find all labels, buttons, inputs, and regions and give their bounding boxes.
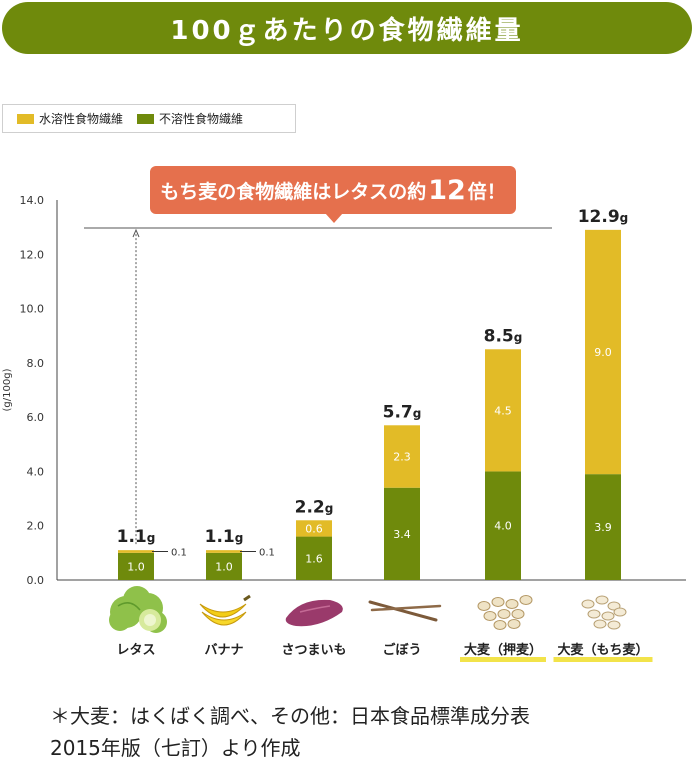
callout-text-pre: もち麦の食物繊維はレタスの約 xyxy=(160,180,427,203)
bar-total-label: 8.5g xyxy=(484,326,523,346)
y-tick-label: 12.0 xyxy=(20,248,45,261)
category-label: 大麦（もち麦） xyxy=(557,642,648,658)
bar-value-label-insoluble: 1.0 xyxy=(215,560,233,573)
bar-insoluble xyxy=(384,487,420,580)
banana-icon xyxy=(199,594,251,626)
bar-soluble xyxy=(384,425,420,488)
y-tick-label: 2.0 xyxy=(27,520,45,533)
bar-soluble xyxy=(585,229,621,475)
bar-value-label-insoluble: 4.0 xyxy=(494,520,512,533)
y-tick-label: 6.0 xyxy=(27,411,45,424)
bar-insoluble xyxy=(585,474,621,580)
bar-total-unit: g xyxy=(620,211,629,225)
legend-label-insoluble: 不溶性食物繊維 xyxy=(159,112,244,126)
category-label: バナナ xyxy=(204,643,243,658)
title-bar: 100ｇあたりの食物繊維量 xyxy=(2,2,692,54)
bar-value-label-soluble: 9.0 xyxy=(594,346,612,359)
bar-value-label-soluble: 2.3 xyxy=(393,451,411,464)
sweet-potato-icon xyxy=(285,599,343,627)
bar-total-unit: g xyxy=(147,531,156,545)
chart-svg: 0.0 2.0 4.0 6.0 8.0 10.0 12.0 14.0 (g/100g) 1.0 0.… xyxy=(2,194,686,662)
bar-total-value: 8.5 xyxy=(484,326,514,346)
category-label: ごぼう xyxy=(382,642,421,658)
bar-total-value: 1.1 xyxy=(117,527,147,547)
footnote: ＊大麦：はくばく調べ、その他：日本食品標準成分表 2015年版（七訂）より作成 xyxy=(50,700,530,764)
bar-total-unit: g xyxy=(325,501,334,515)
category-label: さつまいも xyxy=(281,643,346,658)
category-label: レタス xyxy=(116,643,155,658)
bar-total-label: 1.1g xyxy=(205,527,244,547)
bar-total-unit: g xyxy=(514,330,523,344)
callout-text-post: 倍！ xyxy=(467,180,506,203)
y-axis-label: (g/100g) xyxy=(2,368,13,411)
y-tick-label: 4.0 xyxy=(27,465,45,478)
comparison-arrow-head xyxy=(132,228,140,238)
bar-value-label-soluble: 0.1 xyxy=(171,548,187,559)
page-title: 100ｇあたりの食物繊維量 xyxy=(170,15,524,46)
bar-insoluble xyxy=(485,471,521,580)
bar-value-label-insoluble: 1.6 xyxy=(305,552,323,565)
legend-item-insoluble: 不溶性食物繊維 xyxy=(137,110,243,127)
bar-value-label-insoluble: 1.0 xyxy=(127,560,145,573)
category-highlight xyxy=(460,657,546,662)
bar-total-label: 2.2g xyxy=(295,497,334,517)
bar-total-value: 5.7 xyxy=(383,402,413,422)
bar-value-label-insoluble: 3.9 xyxy=(594,521,612,534)
legend-swatch-soluble xyxy=(17,113,34,124)
bar-soluble xyxy=(206,550,242,553)
category-highlight xyxy=(553,657,653,662)
chart-legend: 水溶性食物繊維 不溶性食物繊維 xyxy=(2,104,296,133)
legend-item-soluble: 水溶性食物繊維 xyxy=(17,110,123,127)
y-tick-label: 10.0 xyxy=(20,303,45,316)
bar-value-label-soluble: 4.5 xyxy=(494,404,512,417)
bar-soluble xyxy=(118,550,154,553)
bar-total-label: 1.1g xyxy=(117,527,156,547)
y-tick-label: 0.0 xyxy=(27,574,45,587)
category-label: 大麦（押麦） xyxy=(464,642,542,658)
callout-bubble: もち麦の食物繊維はレタスの約 12 倍！ xyxy=(150,166,516,223)
footnote-line-1: ＊大麦：はくばく調べ、その他：日本食品標準成分表 xyxy=(50,704,530,728)
bar-total-value: 12.9 xyxy=(578,207,620,227)
bar-total-value: 1.1 xyxy=(205,527,235,547)
bar-total-label: 12.9g xyxy=(578,207,629,227)
bar-insoluble xyxy=(118,552,154,580)
legend-label-soluble: 水溶性食物繊維 xyxy=(39,112,124,126)
bar-insoluble xyxy=(206,552,242,580)
bar-insoluble xyxy=(296,536,332,580)
bar-value-label-insoluble: 3.4 xyxy=(393,528,411,541)
bar-total-label: 5.7g xyxy=(383,402,422,422)
bar-total-unit: g xyxy=(413,406,422,420)
legend-swatch-insoluble xyxy=(137,113,155,124)
y-tick-label: 14.0 xyxy=(20,194,45,207)
bar-total-value: 2.2 xyxy=(295,497,325,517)
footnote-line-2: 2015年版（七訂）より作成 xyxy=(50,736,301,760)
burdock-icon xyxy=(368,600,442,622)
callout-number: 12 xyxy=(428,174,466,206)
pressed-barley-icon xyxy=(477,595,533,630)
lettuce-icon xyxy=(109,586,167,633)
bar-value-label-soluble: 0.6 xyxy=(305,522,323,535)
y-tick-label: 8.0 xyxy=(27,357,45,370)
mochi-barley-icon xyxy=(581,595,627,630)
bar-total-unit: g xyxy=(235,531,244,545)
bar-value-label-soluble: 0.1 xyxy=(259,548,275,559)
bar-soluble xyxy=(485,349,521,472)
bar-soluble xyxy=(296,520,332,537)
